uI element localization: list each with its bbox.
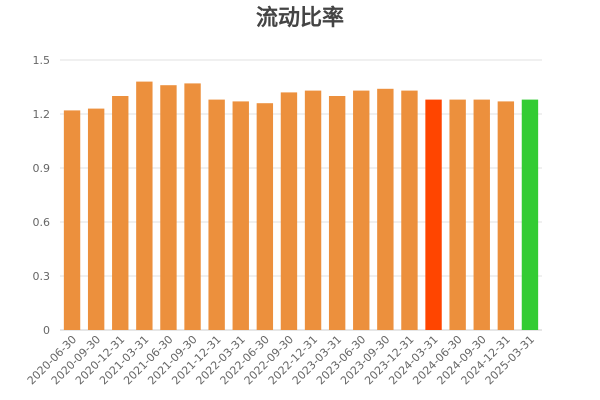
y-tick-label: 1.2 bbox=[33, 108, 51, 121]
y-tick-label: 0 bbox=[43, 324, 50, 337]
bar[interactable] bbox=[401, 90, 418, 330]
bar[interactable] bbox=[304, 90, 322, 330]
y-tick-label: 0.9 bbox=[33, 162, 51, 175]
bar[interactable] bbox=[425, 99, 442, 330]
bar[interactable] bbox=[136, 81, 153, 330]
bar[interactable] bbox=[208, 99, 225, 330]
bar[interactable] bbox=[353, 90, 370, 330]
bar[interactable] bbox=[184, 83, 201, 331]
bar[interactable] bbox=[232, 101, 249, 331]
y-tick-label: 0.6 bbox=[33, 216, 51, 229]
bar[interactable] bbox=[112, 96, 129, 330]
y-tick-label: 1.5 bbox=[33, 54, 51, 67]
bar[interactable] bbox=[63, 110, 81, 331]
bar[interactable] bbox=[280, 92, 298, 331]
bar[interactable] bbox=[87, 108, 105, 330]
bar[interactable] bbox=[160, 85, 177, 330]
chart-title: 流动比率 bbox=[255, 6, 344, 31]
bar[interactable] bbox=[497, 101, 515, 331]
bar[interactable] bbox=[521, 99, 539, 330]
bar[interactable] bbox=[449, 99, 466, 330]
y-tick-label: 0.3 bbox=[33, 270, 51, 283]
bar[interactable] bbox=[256, 103, 274, 330]
bar[interactable] bbox=[377, 88, 394, 330]
bar[interactable] bbox=[473, 99, 490, 330]
bar[interactable] bbox=[328, 96, 346, 330]
